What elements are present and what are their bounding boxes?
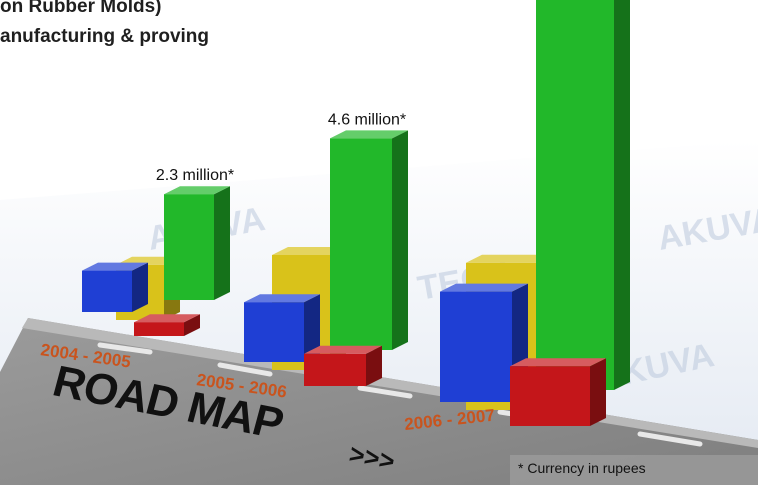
bar-1-0-side	[304, 294, 320, 362]
bar-1-2	[330, 130, 408, 350]
road-lane-dash	[217, 362, 273, 377]
bar-0-2	[164, 186, 230, 300]
bar-0-0-side	[132, 262, 148, 312]
bar-2-1-top	[466, 254, 552, 263]
bar-0-3	[134, 314, 200, 336]
road-lane-dash	[637, 431, 703, 447]
bar-1-2-side	[392, 130, 408, 350]
header-line-2: anufacturing & proving	[0, 26, 209, 47]
bar-1-3-front	[304, 353, 366, 386]
bar-0-3-front	[134, 322, 184, 336]
bar-2-3	[510, 358, 606, 426]
bar-2-3-side	[590, 358, 606, 426]
bar-1-0-front	[244, 302, 304, 362]
bar-2-2	[536, 0, 630, 390]
bar-0-2-front	[164, 194, 214, 300]
road-lane-dash	[97, 342, 153, 355]
bar-0-0	[82, 262, 148, 312]
bar-0-0-front	[82, 270, 132, 312]
header-line-1: on Rubber Molds)	[0, 0, 162, 17]
bar-1-0	[244, 294, 320, 362]
total-label: 2.3 million*	[156, 167, 234, 184]
road-surface	[0, 318, 758, 485]
bar-2-3-top	[510, 358, 606, 367]
bar-1-3-top	[304, 345, 382, 354]
bar-1-2-top	[330, 130, 408, 139]
bar-1-0-top	[244, 294, 320, 303]
bar-2-2-front	[536, 0, 614, 390]
bar-0-2-top	[164, 186, 230, 195]
bar-1-3-side	[366, 345, 382, 386]
bar-1-2-front	[330, 138, 392, 350]
bar-2-2-side	[614, 0, 630, 390]
bar-0-0-top	[82, 262, 148, 271]
bar-0-2-side	[214, 186, 230, 300]
bar-0-3-side	[184, 314, 200, 336]
bar-2-3-front	[510, 366, 590, 426]
road-lane-dash	[357, 385, 413, 399]
bar-1-1-top	[272, 247, 346, 255]
total-label: 4.6 million*	[328, 111, 406, 128]
bar-2-0-front	[440, 291, 512, 402]
bar-0-3-top	[134, 314, 200, 323]
bar-2-0-top	[440, 283, 528, 292]
bar-1-3	[304, 345, 382, 386]
footnote-band	[510, 455, 758, 485]
currency-footnote: * Currency in rupees	[518, 460, 646, 476]
